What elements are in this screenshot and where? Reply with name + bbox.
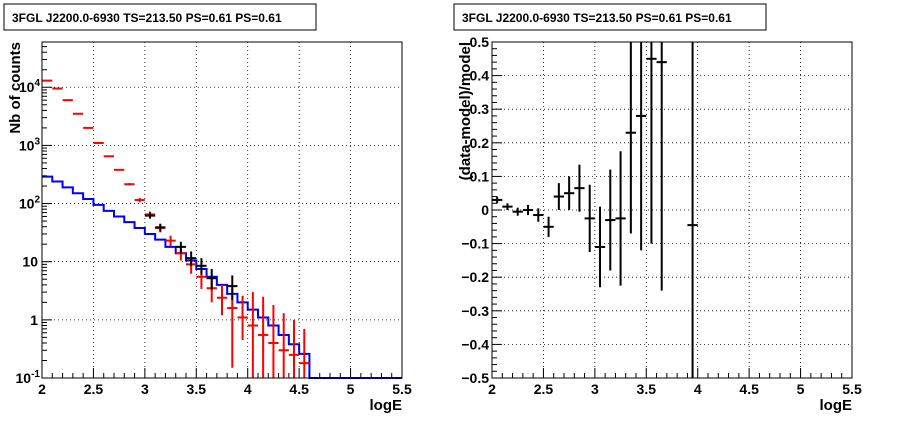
residual-x-tick-label: 2.5 — [534, 381, 554, 397]
residual-y-tick-label: −0.1 — [461, 236, 489, 252]
residual-x-tick-label: 4.5 — [739, 381, 759, 397]
counts-y-tick-label: 104 — [19, 78, 41, 95]
residual-y-tick-label: 0.3 — [470, 101, 490, 117]
counts-y-axis-label: Nb of counts — [7, 42, 24, 134]
residual-y-axis-label: (data-model)/model — [457, 42, 474, 180]
counts-x-tick-label: 5.5 — [392, 381, 412, 397]
residual-panel: 3FGL J2200.0-6930 TS=213.50 PS=0.61 PS=0… — [453, 3, 862, 414]
counts-panel: 3FGL J2200.0-6930 TS=213.50 PS=0.61 PS=0… — [3, 3, 412, 414]
residual-title-box — [453, 3, 767, 31]
counts-x-tick-label: 2 — [38, 381, 46, 397]
residual-x-axis-label: logE — [820, 397, 853, 414]
counts-y-tick-label: 103 — [19, 136, 41, 153]
counts-x-tick-label: 3 — [141, 381, 149, 397]
counts-model-histogram — [42, 175, 402, 379]
counts-y-tick-label: 1 — [30, 312, 38, 328]
residual-y-tick-label: 0.1 — [470, 168, 490, 184]
residual-y-tick-label: −0.3 — [461, 303, 489, 319]
counts-x-tick-label: 2.5 — [84, 381, 104, 397]
residual-x-tick-label: 3.5 — [637, 381, 657, 397]
residual-x-tick-label: 5.5 — [842, 381, 862, 397]
counts-title: 3FGL J2200.0-6930 TS=213.50 PS=0.61 PS=0… — [12, 11, 282, 25]
counts-x-axis-label: logE — [370, 397, 403, 414]
residual-y-tick-label: −0.2 — [461, 269, 489, 285]
residual-x-tick-label: 4 — [694, 381, 702, 397]
counts-x-tick-label: 3.5 — [187, 381, 207, 397]
residual-y-tick-label: −0.5 — [461, 370, 489, 386]
counts-plot-frame — [41, 41, 403, 379]
counts-y-tick-label: 102 — [19, 195, 41, 212]
residual-y-tick-label: 0.2 — [470, 135, 490, 151]
residual-y-tick-label: 0 — [481, 202, 489, 218]
counts-x-tick-label: 4 — [244, 381, 252, 397]
residual-y-tick-label: −0.4 — [461, 336, 489, 352]
counts-title-box — [3, 3, 317, 31]
residual-x-tick-label: 3 — [591, 381, 599, 397]
residual-x-tick-label: 5 — [797, 381, 805, 397]
counts-x-tick-label: 5 — [347, 381, 355, 397]
counts-x-tick-label: 4.5 — [289, 381, 309, 397]
counts-y-tick-label: 10-1 — [16, 369, 41, 386]
residual-x-tick-label: 2 — [488, 381, 496, 397]
counts-y-tick-label: 10 — [22, 254, 38, 270]
residual-y-tick-label: 0.4 — [470, 68, 490, 84]
residual-title: 3FGL J2200.0-6930 TS=213.50 PS=0.61 PS=0… — [462, 11, 732, 25]
residual-y-tick-label: 0.5 — [470, 34, 490, 50]
